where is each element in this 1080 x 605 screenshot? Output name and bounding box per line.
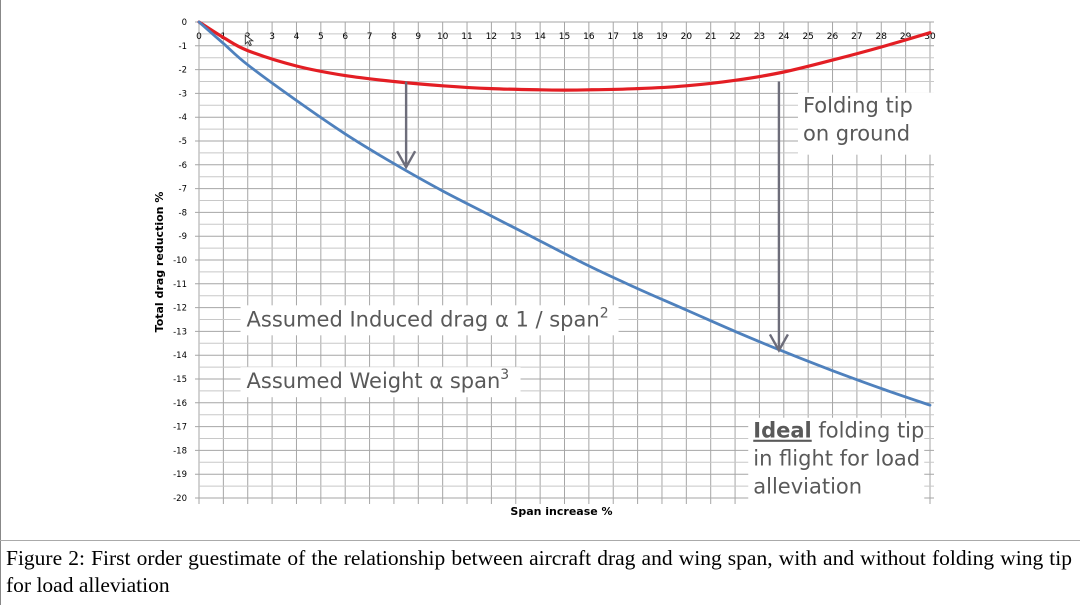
- x-tick-label: 30: [924, 32, 936, 42]
- y-tick-label: -7: [179, 185, 187, 195]
- y-tick-label: 0: [182, 18, 187, 28]
- y-tick-label: -20: [173, 494, 187, 504]
- x-tick-label: 15: [559, 32, 570, 42]
- figure-caption: Figure 2: First order guestimate of the …: [6, 546, 1072, 597]
- x-tick-label: 26: [827, 32, 839, 42]
- x-tick-label: 18: [632, 32, 644, 42]
- x-tick-labels: 0123456789101112131415161718192021222324…: [196, 32, 936, 42]
- y-tick-label: -12: [173, 304, 187, 314]
- annotations: Folding tip on ground Assumed Induced drag…: [240, 34, 946, 506]
- y-tick-label: -1: [179, 42, 187, 52]
- label-background: [748, 417, 925, 506]
- y-axis-label: Total drag reduction %: [153, 192, 166, 333]
- series-line-folding-tip-on-ground: [197, 20, 932, 92]
- y-tick-label: -9: [179, 232, 187, 242]
- y-tick-label: -14: [173, 351, 187, 361]
- x-tick-label: 20: [681, 32, 693, 42]
- y-tick-label: -13: [173, 327, 187, 337]
- x-tick-label: 4: [294, 32, 300, 42]
- x-tick-label: 14: [534, 32, 546, 42]
- x-tick-label: 8: [391, 32, 397, 42]
- x-tick-label: 9: [415, 32, 421, 42]
- arrow-head: [768, 333, 789, 353]
- page-left-border: [0, 0, 1, 605]
- label-background: [797, 92, 946, 155]
- annotation-folding-tip-on-ground: on ground: [803, 122, 910, 146]
- x-tick-label: 11: [461, 32, 472, 42]
- x-tick-label: 3: [269, 32, 275, 42]
- y-tick-label: -18: [173, 446, 187, 456]
- annotation-arrows: [396, 81, 789, 353]
- caption-divider: [0, 540, 1080, 541]
- y-tick-label: -6: [179, 161, 187, 171]
- x-tick-label: 23: [754, 32, 765, 42]
- x-tick-label: 21: [705, 32, 716, 42]
- y-tick-label: -8: [179, 208, 187, 218]
- x-tick-label: 12: [486, 32, 497, 42]
- annotation-ideal-folding-tip: in flight for load: [753, 447, 920, 471]
- x-tick-label: 0: [196, 32, 202, 42]
- mouse-cursor-icon: [244, 34, 255, 47]
- label-background: [240, 305, 619, 336]
- x-tick-label: 10: [437, 32, 449, 42]
- annotation-weight: Assumed Weight α span3: [247, 367, 510, 393]
- x-tick-label: 28: [876, 32, 888, 42]
- x-axis-label: Span increase %: [510, 505, 612, 518]
- x-tick-label: 24: [778, 32, 790, 42]
- y-tick-label: -16: [173, 399, 187, 409]
- chart-svg: 0123456789101112131415161718192021222324…: [153, 18, 946, 518]
- y-tick-label: -11: [173, 280, 187, 290]
- y-tick-label: -15: [173, 375, 187, 385]
- y-tick-label: -2: [179, 66, 187, 76]
- annotation-induced-drag: Assumed Induced drag α 1 / span2: [247, 305, 609, 331]
- x-tick-label: 19: [656, 32, 668, 42]
- x-tick-label: 6: [342, 32, 348, 42]
- y-tick-label: -17: [173, 423, 187, 433]
- x-tick-label: 13: [510, 32, 521, 42]
- y-tick-label: -4: [179, 113, 187, 123]
- y-tick-label: -3: [179, 89, 187, 99]
- annotation-folding-tip-on-ground: Folding tip: [803, 94, 913, 118]
- x-tick-label: 22: [729, 32, 740, 42]
- chart: 0123456789101112131415161718192021222324…: [153, 18, 946, 518]
- series-lines: [197, 20, 932, 407]
- annotation-ideal-folding-tip: alleviation: [753, 475, 862, 499]
- y-tick-label: -10: [173, 256, 187, 266]
- x-tick-label: 5: [318, 32, 324, 42]
- label-background: [240, 367, 521, 398]
- x-tick-label: 27: [851, 32, 862, 42]
- x-tick-label: 29: [900, 32, 912, 42]
- x-tick-label: 17: [608, 32, 619, 42]
- x-tick-label: 16: [583, 32, 595, 42]
- x-tick-label: 7: [367, 32, 373, 42]
- x-tick-label: 25: [802, 32, 813, 42]
- y-tick-label: -19: [173, 470, 187, 480]
- annotation-ideal-folding-tip: Ideal folding tip: [753, 419, 924, 443]
- arrow-head: [396, 150, 417, 170]
- y-tick-label: -5: [179, 137, 187, 147]
- series-line-ideal-folding-tip: [197, 20, 932, 407]
- y-tick-labels: 0 -1 -2 -3 -4 -5 -6 -7 -8 -9 -10 -11 -12 -13 -14 -15 -16…: [173, 18, 187, 504]
